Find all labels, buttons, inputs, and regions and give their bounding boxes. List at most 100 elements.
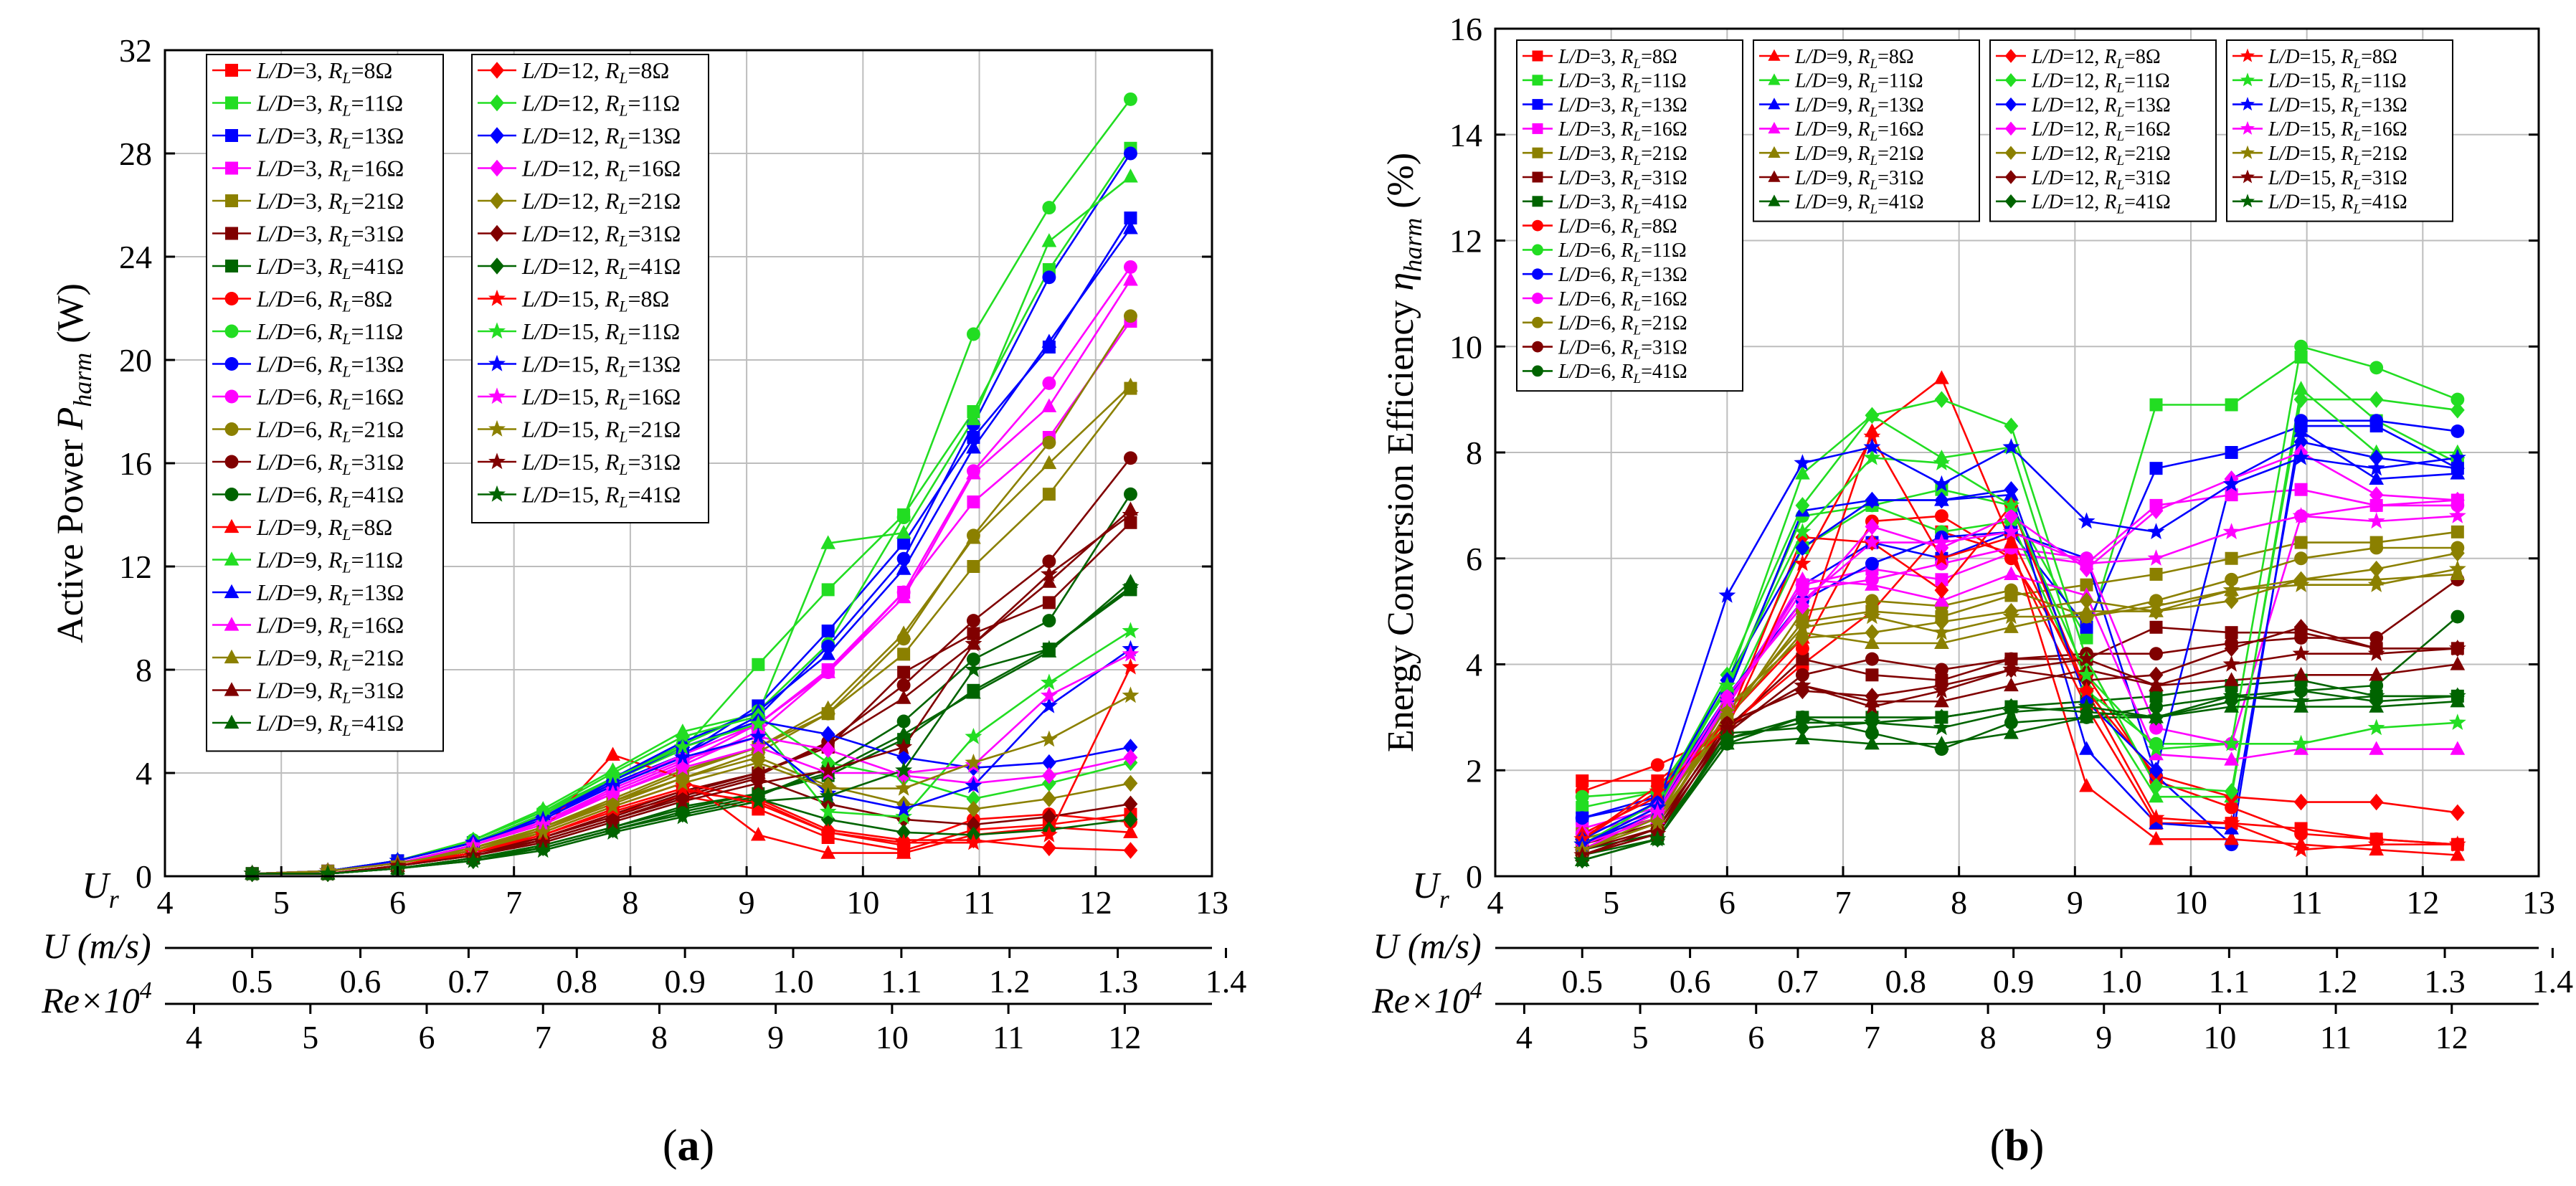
y-tick-label: 8 xyxy=(136,652,152,688)
point-12-13 xyxy=(2369,449,2384,467)
y-tick-label: 16 xyxy=(119,445,152,482)
point-12-11 xyxy=(1865,407,1880,424)
point-15-8 xyxy=(1794,554,1812,571)
re-tick-label: 11 xyxy=(993,1019,1024,1055)
point-15-31 xyxy=(1718,718,1736,736)
legend-label: L/D=6, RL=31Ω xyxy=(256,449,404,478)
point-3-13 xyxy=(2080,620,2093,634)
legend-label: L/D=15, RL=13Ω xyxy=(521,351,681,381)
point-15-8 xyxy=(895,833,913,850)
point-15-8 xyxy=(2002,528,2020,545)
series-lines xyxy=(1581,345,2458,862)
point-15-8 xyxy=(2147,809,2165,825)
ur-tick-label: 11 xyxy=(963,884,995,921)
point-15-11 xyxy=(2078,665,2096,683)
y-axis-label: Energy Conversion Efficiency ηharm (%) xyxy=(1381,153,1427,752)
point-6-21 xyxy=(2004,583,2018,597)
point-6-8 xyxy=(1650,758,1665,772)
legend-swatch-marker xyxy=(1532,341,1543,353)
point-15-13 xyxy=(1933,475,1951,492)
point-9-21 xyxy=(820,700,836,715)
point-15-13 xyxy=(1718,586,1736,603)
point-12-16 xyxy=(1795,597,1810,615)
point-6-16 xyxy=(2149,721,2163,735)
legend-swatch-marker xyxy=(225,260,238,272)
point-9-21 xyxy=(1041,455,1057,470)
legend-label: L/D=12, RL=31Ω xyxy=(2031,167,2171,193)
ur-tick-label: 9 xyxy=(2067,884,2083,921)
legend-swatch-marker xyxy=(1532,196,1543,207)
u-axis-label: U (m/s) xyxy=(1373,926,1481,966)
legend-label: L/D=12, RL=41Ω xyxy=(521,253,681,283)
point-15-11 xyxy=(2147,740,2165,756)
point-12-11 xyxy=(1934,391,1949,408)
point-12-16 xyxy=(2450,491,2465,509)
legend-label: L/D=3, RL=11Ω xyxy=(256,90,403,120)
point-15-41 xyxy=(319,864,337,881)
point-3-41 xyxy=(2149,689,2163,703)
point-12-21 xyxy=(2224,592,2239,609)
legend-swatch-marker xyxy=(225,161,238,175)
point-9-8 xyxy=(2004,534,2019,549)
legend-label: L/D=9, RL=21Ω xyxy=(1794,143,1924,169)
point-15-21 xyxy=(965,754,982,770)
legend-swatch-marker xyxy=(1532,244,1543,256)
point-15-16 xyxy=(1933,533,1951,550)
point-15-11 xyxy=(2367,718,2385,736)
point-9-16 xyxy=(1041,398,1057,412)
point-6-31 xyxy=(1865,652,1879,666)
legend-label: L/D=12, RL=21Ω xyxy=(2031,143,2171,169)
point-12-11 xyxy=(2224,783,2239,800)
legend-swatch-marker xyxy=(2240,194,2255,208)
point-6-13 xyxy=(1123,146,1137,161)
point-12-16 xyxy=(820,741,835,759)
u-axis: 0.5 0.6 0.7 0.8 0.9 1.0 1.1 1.2 1.3 1.4 U (m/s) xyxy=(42,926,1246,1000)
u-tick-label: 1.2 xyxy=(989,963,1031,1000)
point-15-16 xyxy=(1040,686,1058,703)
point-15-31 xyxy=(2222,655,2240,672)
ur-tick-label: 8 xyxy=(622,884,638,921)
re-tick-label: 9 xyxy=(767,1019,784,1055)
legend-swatch-marker xyxy=(224,389,239,404)
re-tick-label: 6 xyxy=(1748,1019,1764,1055)
point-15-21 xyxy=(673,774,691,791)
point-15-21 xyxy=(2078,607,2096,625)
legend-label: L/D=9, RL=16Ω xyxy=(256,612,404,642)
re-tick-label: 10 xyxy=(2203,1019,2236,1055)
u-tick-label: 1.4 xyxy=(1206,963,1247,1000)
u-tick-label: 0.8 xyxy=(1885,963,1927,1000)
point-12-31 xyxy=(2149,666,2164,683)
y-ticks: 0 2 4 6 8 10 12 14 16 xyxy=(1449,11,2539,895)
point-3-11 xyxy=(2294,351,2308,364)
point-15-13 xyxy=(895,800,913,817)
point-15-8 xyxy=(1863,427,1881,444)
point-12-11 xyxy=(1795,497,1810,514)
legend-label: L/D=3, RL=16Ω xyxy=(1558,118,1687,144)
point-9-13 xyxy=(2369,470,2385,485)
point-9-16 xyxy=(2149,746,2164,761)
point-12-21 xyxy=(1934,613,1949,631)
legend-label: L/D=12, RL=13Ω xyxy=(521,123,681,152)
point-15-16 xyxy=(1794,592,1812,608)
point-6-8 xyxy=(1934,509,1948,523)
legend-box xyxy=(1989,39,2217,222)
ur-axis: 4 5 6 7 8 9 10 11 12 13 Ur xyxy=(82,865,1228,921)
legend-swatch-marker xyxy=(2240,169,2255,184)
point-9-8 xyxy=(820,845,836,859)
re-axis-label: Re×104 xyxy=(1371,977,1482,1020)
ur-tick-label: 12 xyxy=(1079,884,1112,921)
point-15-41 xyxy=(1863,713,1881,730)
legend-label: L/D=6, RL=11Ω xyxy=(1558,239,1687,265)
point-15-16 xyxy=(1122,645,1140,662)
point-12-13 xyxy=(1041,754,1056,772)
point-15-8 xyxy=(965,833,982,850)
panel-label: (a) xyxy=(663,1121,714,1170)
legend-box xyxy=(471,54,709,523)
series-markers xyxy=(1573,339,2466,869)
legend-swatch-marker xyxy=(488,452,506,470)
point-3-31 xyxy=(967,627,980,640)
point-15-21 xyxy=(2367,576,2385,592)
legend-label: L/D=9, RL=21Ω xyxy=(256,645,404,674)
point-9-16 xyxy=(2004,566,2019,581)
point-9-16 xyxy=(1865,577,1880,591)
